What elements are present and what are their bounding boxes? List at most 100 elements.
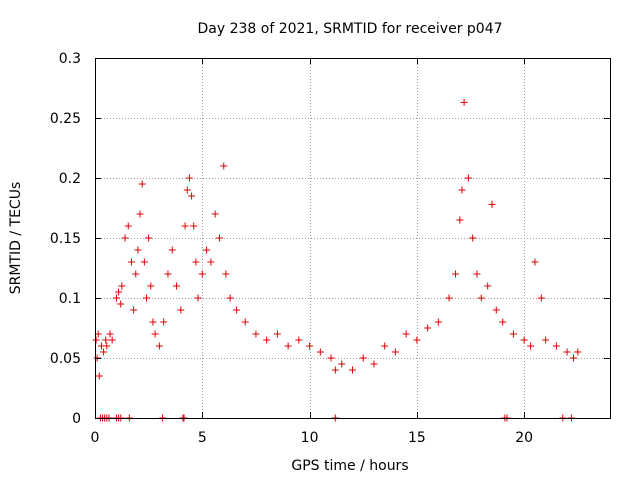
data-point bbox=[222, 270, 230, 278]
data-point bbox=[327, 354, 335, 362]
grid-layer bbox=[95, 58, 610, 418]
data-point bbox=[168, 246, 176, 254]
data-point bbox=[134, 246, 142, 254]
data-point bbox=[527, 342, 535, 350]
data-point bbox=[477, 294, 485, 302]
data-point bbox=[473, 270, 481, 278]
data-point bbox=[263, 336, 271, 344]
data-point bbox=[183, 186, 191, 194]
data-point bbox=[484, 282, 492, 290]
data-point bbox=[106, 330, 114, 338]
data-point bbox=[434, 318, 442, 326]
data-point bbox=[108, 336, 116, 344]
data-point bbox=[531, 258, 539, 266]
data-point bbox=[215, 234, 223, 242]
ticks-layer: 0 5 10 15 20 0 0.05 0.1 0.15 0.2 0.25 0.3 bbox=[50, 51, 610, 446]
y-tick-label: 0.2 bbox=[59, 171, 81, 187]
data-point bbox=[145, 234, 153, 242]
data-point bbox=[140, 258, 148, 266]
data-point bbox=[177, 306, 185, 314]
data-point bbox=[306, 342, 314, 350]
data-point bbox=[132, 270, 140, 278]
data-point bbox=[284, 342, 292, 350]
data-point bbox=[460, 98, 468, 106]
x-tick-label: 20 bbox=[515, 430, 533, 446]
y-tick-label: 0.15 bbox=[50, 231, 81, 247]
data-point bbox=[124, 222, 132, 230]
data-point bbox=[574, 348, 582, 356]
data-point bbox=[181, 222, 189, 230]
data-point bbox=[164, 270, 172, 278]
data-point bbox=[127, 258, 135, 266]
data-point bbox=[198, 270, 206, 278]
data-point bbox=[552, 342, 560, 350]
data-point bbox=[391, 348, 399, 356]
data-point bbox=[121, 234, 129, 242]
data-point bbox=[118, 282, 126, 290]
data-point bbox=[192, 258, 200, 266]
chart-title: Day 238 of 2021, SRMTID for receiver p04… bbox=[197, 21, 502, 37]
data-point bbox=[370, 360, 378, 368]
y-tick-label: 0.3 bbox=[59, 51, 81, 67]
data-point bbox=[103, 342, 111, 350]
x-tick-label: 10 bbox=[301, 430, 319, 446]
data-point bbox=[331, 366, 339, 374]
data-point bbox=[203, 246, 211, 254]
data-point bbox=[520, 336, 528, 344]
data-point bbox=[143, 294, 150, 302]
data-point bbox=[252, 330, 260, 338]
data-point bbox=[160, 318, 168, 326]
data-point bbox=[509, 330, 517, 338]
data-point bbox=[424, 324, 432, 332]
data-point bbox=[190, 222, 198, 230]
x-axis-label: GPS time / hours bbox=[291, 458, 408, 474]
data-point bbox=[241, 318, 249, 326]
data-point bbox=[112, 294, 120, 302]
data-point bbox=[136, 210, 144, 218]
data-point bbox=[185, 174, 193, 182]
data-point bbox=[542, 336, 550, 344]
data-point bbox=[130, 306, 138, 314]
data-point bbox=[316, 348, 324, 356]
data-point bbox=[349, 366, 356, 374]
data-point bbox=[207, 258, 215, 266]
data-point bbox=[115, 288, 123, 296]
data-point bbox=[147, 282, 155, 290]
x-tick-label: 0 bbox=[91, 430, 100, 446]
data-point bbox=[226, 294, 234, 302]
data-point bbox=[464, 174, 472, 182]
y-axis-label: SRMTID / TECUs bbox=[8, 182, 24, 295]
data-point bbox=[537, 294, 545, 302]
data-point bbox=[452, 270, 459, 278]
data-point bbox=[173, 282, 181, 290]
data-point bbox=[95, 372, 103, 380]
data-point bbox=[194, 294, 202, 302]
data-point bbox=[488, 200, 496, 208]
y-tick-label: 0.25 bbox=[50, 111, 81, 127]
data-point bbox=[381, 342, 389, 350]
data-point bbox=[570, 354, 578, 362]
data-point bbox=[149, 318, 157, 326]
data-point bbox=[402, 330, 410, 338]
data-point bbox=[458, 186, 466, 194]
data-point bbox=[359, 354, 367, 362]
data-point bbox=[220, 162, 228, 170]
y-tick-label: 0.1 bbox=[59, 291, 81, 307]
data-point bbox=[102, 336, 110, 344]
data-point bbox=[138, 180, 146, 188]
data-point bbox=[445, 294, 453, 302]
y-tick-label: 0.05 bbox=[50, 351, 81, 367]
x-tick-label: 15 bbox=[408, 430, 426, 446]
data-point bbox=[273, 330, 281, 338]
data-point bbox=[211, 210, 219, 218]
data-point bbox=[456, 216, 464, 224]
data-point bbox=[188, 192, 196, 200]
data-point bbox=[499, 318, 507, 326]
y-tick-label: 0 bbox=[72, 411, 81, 427]
data-point bbox=[233, 306, 241, 314]
data-point bbox=[92, 336, 100, 344]
data-point bbox=[155, 342, 163, 350]
data-point bbox=[413, 336, 421, 344]
